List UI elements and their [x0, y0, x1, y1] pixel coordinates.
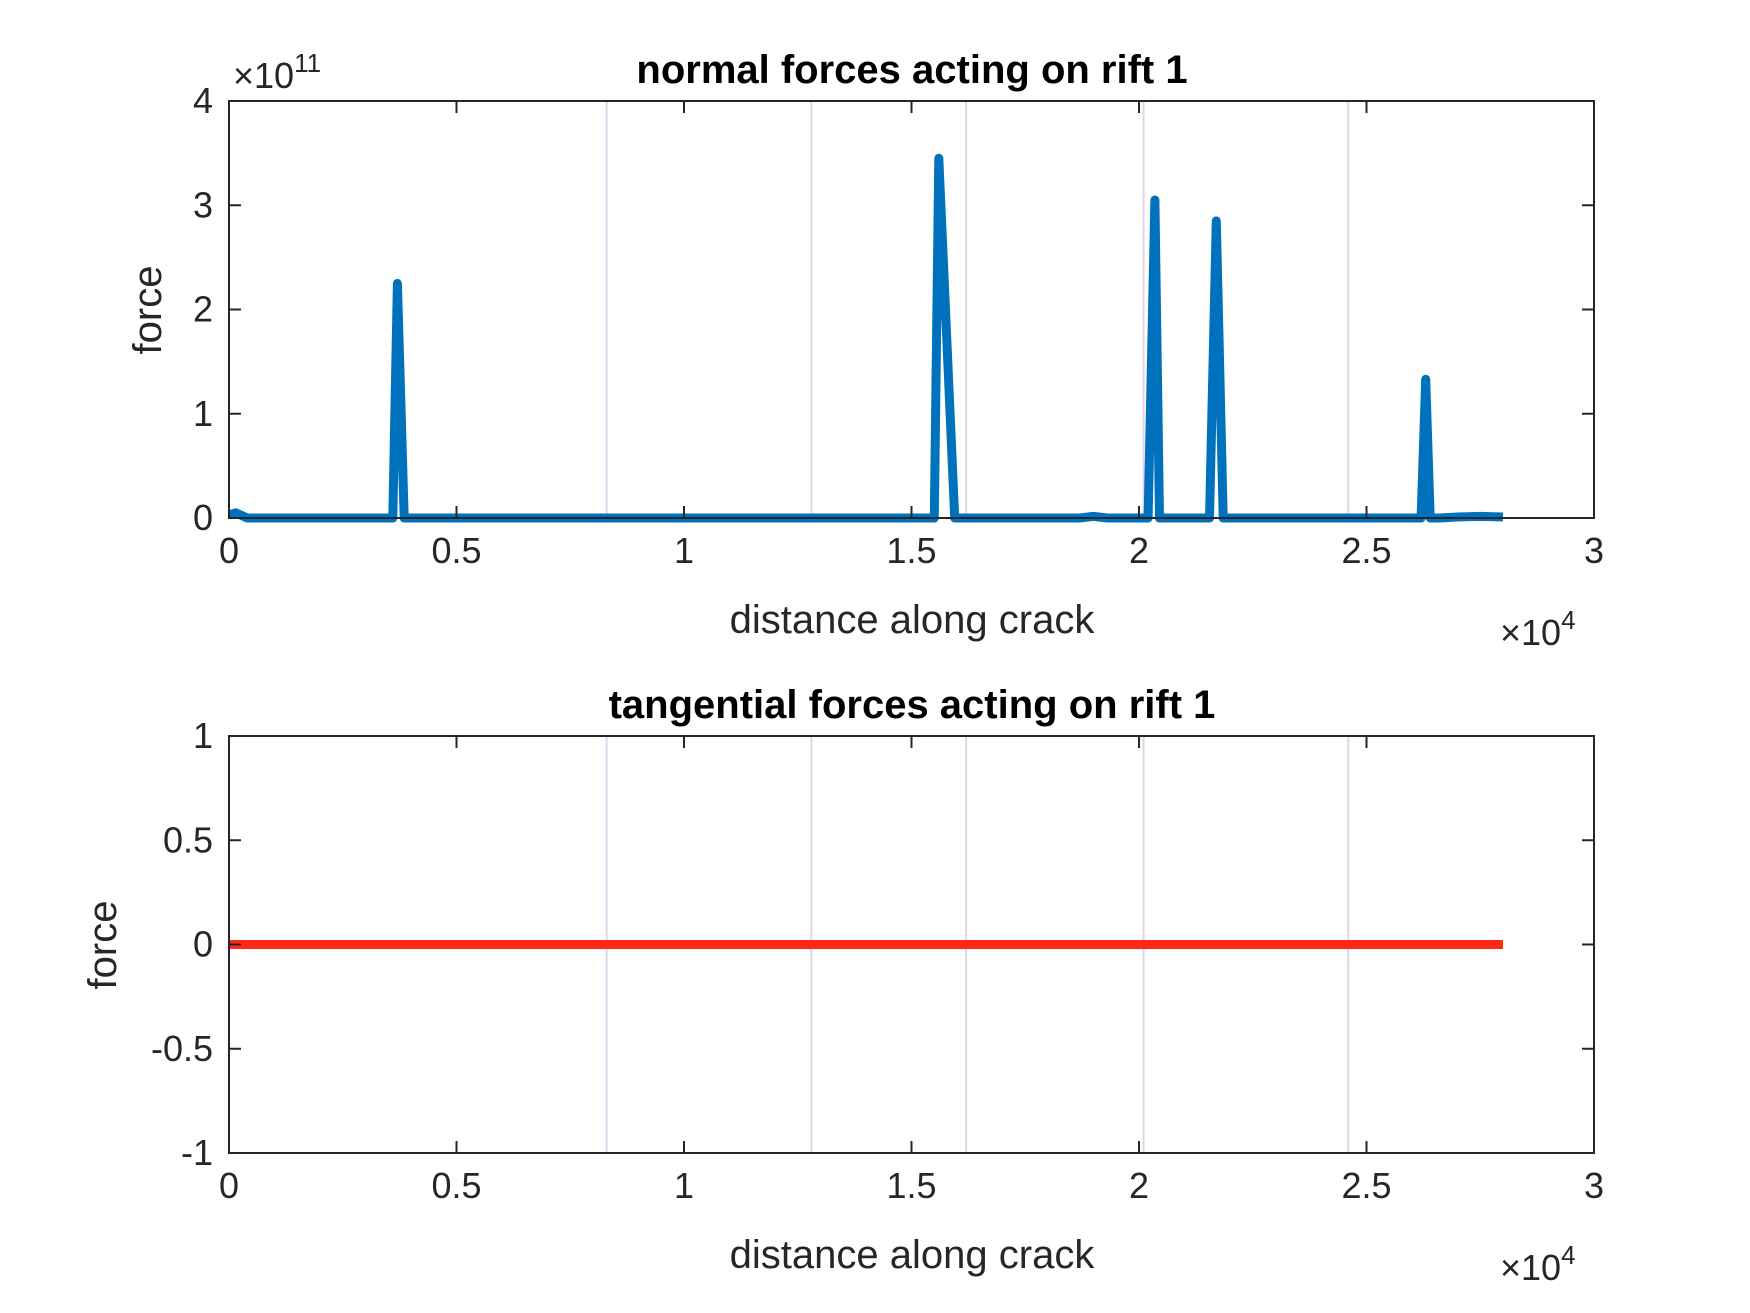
- x-tick-label: 3: [1584, 530, 1604, 571]
- tangential-forces-chart: tangential forces acting on rift 1 0 0.5 1…: [81, 683, 1604, 1288]
- y-tick-label: 2: [193, 289, 213, 330]
- x-tick-label: 3: [1584, 1165, 1604, 1206]
- axes-frame: [228, 100, 1595, 519]
- y-tick-label: 1: [193, 393, 213, 434]
- y-tick-label: -1: [181, 1132, 213, 1173]
- x-tick-labels: 0 0.5 1 1.5 2 2.5 3: [219, 1165, 1604, 1206]
- y-exponent: 11: [294, 48, 321, 78]
- y-axis-label: force: [126, 266, 170, 355]
- x-tick-label: 1.5: [886, 1165, 936, 1206]
- y-tick-label: -0.5: [151, 1028, 213, 1069]
- normal-forces-chart: normal forces acting on rift 1 0 0.5 1 1.5 2…: [126, 48, 1604, 653]
- chart-title: normal forces acting on rift 1: [636, 48, 1187, 92]
- y-tick-labels: 0 1 2 3 4: [193, 80, 213, 538]
- x-tick-label: 0.5: [431, 530, 481, 571]
- x-tick-label: 0: [219, 1165, 239, 1206]
- x-exponent: 4: [1561, 1240, 1575, 1270]
- x-axis-label: distance along crack: [730, 598, 1096, 642]
- x-tick-labels: 0 0.5 1 1.5 2 2.5 3: [219, 530, 1604, 571]
- x-tick-label: 1: [674, 1165, 694, 1206]
- y-tick-label: 0: [193, 497, 213, 538]
- y-axis-label: force: [81, 901, 125, 990]
- y-tick-label: 1: [193, 715, 213, 756]
- y-exponent-label: ×1011: [233, 48, 321, 96]
- tick-marks: [228, 735, 1595, 1154]
- x-tick-label: 0: [219, 530, 239, 571]
- series-group: [227, 153, 1504, 523]
- x-tick-label: 1.5: [886, 530, 936, 571]
- y-tick-label: 0: [193, 924, 213, 965]
- y-tick-labels: -1 -0.5 0 0.5 1: [151, 715, 213, 1173]
- x-exponent: 4: [1561, 605, 1575, 635]
- x-tick-label: 2: [1129, 530, 1149, 571]
- y-tick-label: 3: [193, 184, 213, 225]
- chart-title: tangential forces acting on rift 1: [609, 683, 1216, 727]
- vertical-lines: [605, 101, 1350, 518]
- y-tick-label: 0.5: [163, 819, 213, 860]
- tick-marks: [228, 100, 1595, 519]
- x-exponent-label: ×104: [1500, 1240, 1576, 1288]
- x-tick-label: 2: [1129, 1165, 1149, 1206]
- y-tick-label: 4: [193, 80, 213, 121]
- x-axis-label: distance along crack: [730, 1233, 1096, 1277]
- x-tick-label: 2.5: [1341, 1165, 1391, 1206]
- x-tick-label: 2.5: [1341, 530, 1391, 571]
- x-exponent-label: ×104: [1500, 605, 1576, 653]
- series-line: [227, 153, 1504, 523]
- x-tick-label: 0.5: [431, 1165, 481, 1206]
- x-tick-label: 1: [674, 530, 694, 571]
